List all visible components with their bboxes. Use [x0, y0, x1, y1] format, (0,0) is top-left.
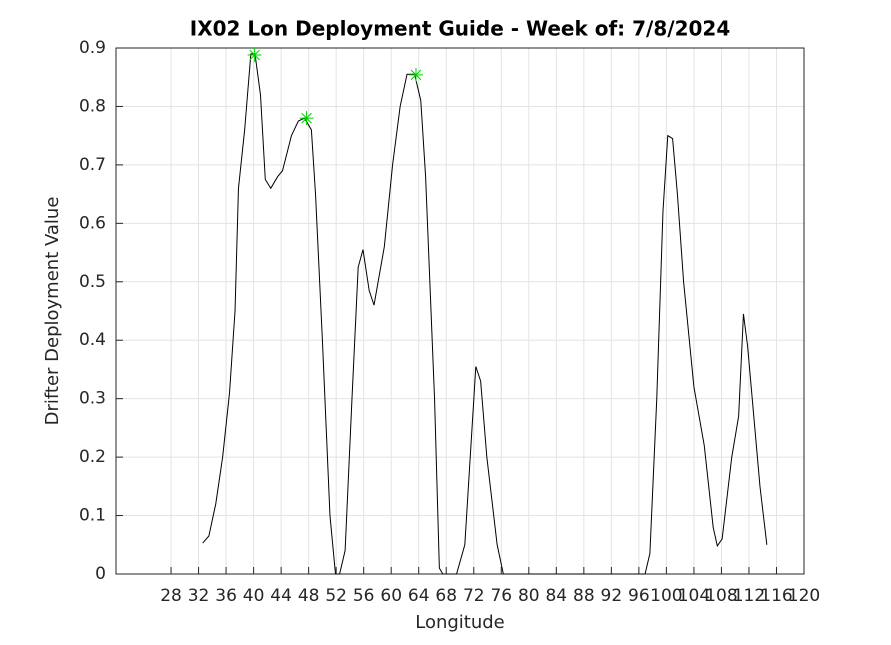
y-tick-label: 0.5 — [79, 272, 106, 292]
x-axis-label: Longitude — [415, 612, 505, 633]
y-tick-label: 0.1 — [79, 506, 106, 526]
x-tick-label: 60 — [380, 586, 402, 606]
line — [202, 53, 768, 575]
x-tick-label: 56 — [353, 586, 375, 606]
x-tick-label: 68 — [435, 586, 457, 606]
x-tick-label: 52 — [325, 586, 347, 606]
y-tick-label: 0.7 — [79, 155, 106, 175]
x-tick-label: 100 — [650, 586, 682, 606]
x-tick-label: 116 — [760, 586, 792, 606]
x-tick-label: 112 — [733, 586, 765, 606]
x-tick-label: 88 — [573, 586, 595, 606]
x-tick-label: 120 — [788, 586, 820, 606]
peak-marker — [247, 48, 262, 63]
y-tick-label: 0 — [95, 564, 106, 584]
y-tick-label: 0.8 — [79, 96, 106, 116]
x-tick-label: 84 — [545, 586, 567, 606]
y-tick-label: 0.2 — [79, 447, 106, 467]
peak-marker — [299, 111, 314, 126]
y-tick-label: 0.3 — [79, 389, 106, 409]
x-tick-label: 76 — [490, 586, 512, 606]
x-tick-label: 64 — [408, 586, 430, 606]
x-tick-label: 40 — [243, 586, 265, 606]
x-tick-label: 36 — [215, 586, 237, 606]
y-tick-label: 0.4 — [79, 330, 106, 350]
x-tick-label: 28 — [160, 586, 182, 606]
plot-frame — [115, 47, 805, 575]
x-tick-label: 32 — [188, 586, 210, 606]
peak-marker — [408, 67, 423, 82]
marker-stroke — [410, 69, 422, 81]
marker-stroke — [301, 112, 312, 124]
x-tick-label: 96 — [628, 586, 650, 606]
y-tick-label: 0.9 — [79, 38, 106, 58]
chart-title: IX02 Lon Deployment Guide - Week of: 7/8… — [190, 17, 731, 41]
x-tick-label: 48 — [298, 586, 320, 606]
x-tick-label: 92 — [601, 586, 623, 606]
x-tick-label: 72 — [463, 586, 485, 606]
x-tick-label: 104 — [678, 586, 710, 606]
y-tick-label: 0.6 — [79, 213, 106, 233]
x-tick-label: 44 — [270, 586, 292, 606]
x-tick-label: 80 — [518, 586, 540, 606]
x-tick-label: 108 — [705, 586, 737, 606]
y-axis-label: Drifter Deployment Value — [42, 197, 63, 426]
marker-stroke — [249, 49, 260, 61]
